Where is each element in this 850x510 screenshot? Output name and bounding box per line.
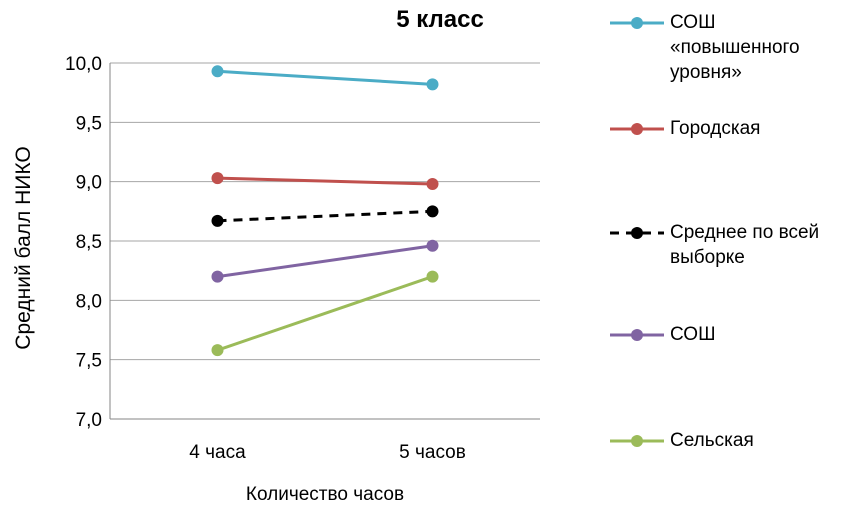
y-tick-label: 7,5: [76, 351, 102, 372]
legend-label-2: Среднее по всей выборке: [670, 222, 820, 268]
data-point: [211, 270, 224, 283]
y-tick-label: 7,0: [76, 410, 102, 431]
legend-label-4: Сельская: [670, 430, 754, 451]
data-point: [211, 172, 224, 185]
series-0: [211, 65, 439, 91]
legend-key-marker: [631, 329, 643, 341]
x-tick-labels: 4 часа 5 часов: [189, 442, 466, 463]
data-point: [426, 270, 439, 283]
series-line: [217, 275, 433, 352]
legend: СОШ «повышенного уровня» Городская Средн…: [608, 0, 850, 510]
data-point: [426, 205, 439, 218]
series-2: [211, 205, 439, 227]
legend-key-marker: [631, 435, 643, 447]
data-point: [211, 65, 224, 78]
legend-label-3: СОШ: [670, 324, 716, 345]
legend-key-marker: [631, 227, 643, 239]
legend-label-1: Городская: [670, 118, 761, 139]
series-group: [211, 65, 439, 357]
legend-key-2: [610, 227, 664, 239]
legend-label-0: СОШ «повышенного уровня»: [670, 12, 800, 83]
y-tick-label: 8,5: [76, 232, 102, 253]
y-tick-labels: 7,0 7,5 8,0 8,5 9,0 9,5 10,0: [65, 54, 102, 431]
x-axis-label: Количество часов: [245, 484, 405, 505]
y-tick-label: 9,5: [76, 113, 102, 134]
series-line: [217, 209, 433, 223]
series-1: [211, 172, 439, 191]
series-line: [217, 176, 433, 186]
y-tick-label: 10,0: [65, 54, 102, 75]
series-line: [217, 69, 433, 86]
data-point: [211, 214, 224, 227]
chart-title: 5 класс: [396, 6, 484, 33]
x-tick-label: 4 часа: [189, 442, 246, 463]
legend-key-0: [610, 17, 664, 29]
data-point: [426, 78, 439, 91]
data-point: [426, 239, 439, 252]
x-tick-label: 5 часов: [399, 442, 466, 463]
series-3: [211, 239, 439, 283]
y-tick-label: 9,0: [76, 173, 102, 194]
legend-key-3: [610, 329, 664, 341]
y-axis-label: Средний балл НИКО: [12, 146, 35, 350]
data-point: [426, 178, 439, 191]
series-line: [217, 244, 433, 279]
gridlines: [109, 62, 540, 420]
legend-key-marker: [631, 123, 643, 135]
series-4: [211, 270, 439, 357]
y-tick-label: 8,0: [76, 291, 102, 312]
legend-key-4: [610, 435, 664, 447]
legend-key-marker: [631, 17, 643, 29]
data-point: [211, 344, 224, 357]
legend-key-1: [610, 123, 664, 135]
